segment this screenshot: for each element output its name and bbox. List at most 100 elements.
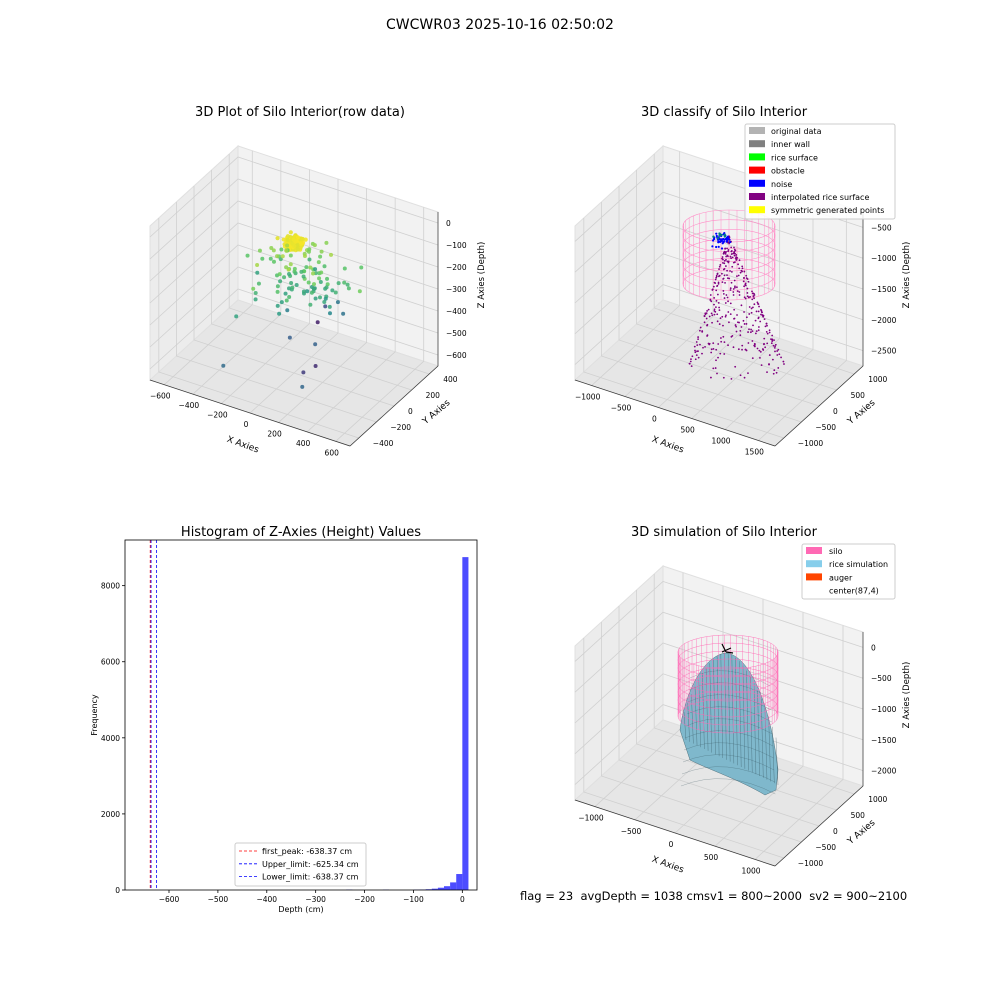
data-point bbox=[286, 267, 291, 272]
data-point bbox=[285, 237, 290, 242]
interpolated-point bbox=[747, 331, 749, 333]
interpolated-point bbox=[726, 274, 728, 277]
interpolated-point bbox=[717, 301, 720, 304]
grid-line bbox=[249, 179, 339, 414]
interpolated-point bbox=[728, 242, 731, 245]
interpolated-point bbox=[745, 316, 748, 319]
data-point bbox=[287, 243, 292, 248]
data-point bbox=[302, 276, 307, 281]
data-point bbox=[293, 233, 298, 238]
data-point bbox=[300, 240, 306, 245]
data-point bbox=[294, 242, 299, 248]
figure-title: CWCWR03 2025-10-16 02:50:02 bbox=[386, 17, 614, 33]
interpolated-point bbox=[727, 311, 730, 313]
interpolated-point bbox=[740, 304, 743, 307]
interpolated-point bbox=[736, 275, 738, 278]
legend-box bbox=[801, 543, 896, 600]
interpolated-point bbox=[763, 337, 766, 340]
interpolated-point bbox=[710, 300, 713, 303]
z-axis-label: Z Axies (Depth) bbox=[902, 662, 912, 729]
interpolated-point bbox=[718, 309, 721, 312]
interpolated-point bbox=[728, 236, 731, 238]
interpolated-point bbox=[704, 312, 707, 315]
data-point bbox=[253, 291, 258, 296]
data-point bbox=[287, 272, 292, 277]
grid-line bbox=[149, 288, 439, 370]
data-point bbox=[318, 280, 323, 285]
interpolated-point bbox=[713, 297, 716, 299]
interpolated-point bbox=[693, 345, 696, 348]
interpolated-point bbox=[708, 315, 711, 318]
data-point bbox=[359, 265, 364, 270]
data-point bbox=[295, 244, 300, 249]
interpolated-point bbox=[735, 256, 737, 259]
interpolated-point bbox=[719, 317, 722, 320]
interpolated-point bbox=[757, 302, 759, 305]
interpolated-point bbox=[735, 325, 737, 328]
data-point bbox=[294, 243, 299, 248]
interpolated-point bbox=[741, 348, 743, 351]
data-point bbox=[298, 244, 303, 249]
interpolated-point bbox=[725, 250, 728, 253]
data-point bbox=[286, 238, 292, 243]
noise-point bbox=[712, 237, 716, 241]
interpolated-point bbox=[726, 254, 729, 257]
interpolated-point bbox=[728, 277, 731, 280]
z-axis-label: Z Axies (Depth) bbox=[477, 242, 487, 309]
interpolated-point bbox=[720, 340, 723, 343]
data-point bbox=[277, 272, 282, 277]
grid-line bbox=[306, 197, 396, 433]
interpolated-point bbox=[723, 268, 726, 270]
interpolated-point bbox=[730, 240, 732, 243]
grid-line bbox=[175, 202, 377, 423]
interpolated-point bbox=[723, 250, 726, 253]
interpolated-point bbox=[723, 251, 725, 254]
y-tick-label: 500 bbox=[851, 391, 866, 400]
data-point bbox=[305, 289, 310, 294]
interpolated-point bbox=[726, 277, 729, 280]
silo-ring bbox=[677, 674, 779, 710]
interpolated-point bbox=[736, 257, 739, 259]
data-point bbox=[294, 246, 299, 251]
noise-point bbox=[720, 238, 723, 241]
data-point bbox=[302, 269, 307, 274]
data-point bbox=[268, 256, 273, 261]
interpolated-point bbox=[764, 325, 767, 328]
z-tick-label: 0 bbox=[446, 219, 451, 228]
data-point bbox=[293, 248, 298, 253]
data-point bbox=[275, 254, 280, 259]
legend-swatch bbox=[749, 166, 765, 174]
surface-mesh bbox=[684, 730, 774, 747]
interpolated-point bbox=[741, 267, 744, 270]
interpolated-point bbox=[732, 346, 735, 349]
interpolated-point bbox=[772, 372, 775, 375]
interpolated-point bbox=[711, 289, 714, 291]
data-point bbox=[310, 241, 315, 246]
data-point bbox=[285, 246, 290, 251]
y-tick-label: 400 bbox=[443, 375, 458, 384]
silo-ring bbox=[677, 642, 779, 678]
data-point bbox=[288, 238, 293, 243]
interpolated-point bbox=[733, 308, 736, 311]
interpolated-point bbox=[760, 364, 763, 366]
interpolated-point bbox=[718, 274, 721, 277]
interpolated-point bbox=[734, 257, 737, 260]
axes-3: −1000−50005001000−1000−500050010000−500−… bbox=[574, 564, 912, 876]
interpolated-point bbox=[710, 351, 713, 354]
interpolated-point bbox=[724, 265, 727, 267]
interpolated-point bbox=[688, 362, 691, 365]
data-point bbox=[293, 242, 299, 247]
surface-mesh bbox=[709, 663, 712, 753]
interpolated-point bbox=[760, 313, 762, 316]
interpolated-point bbox=[761, 311, 763, 314]
interpolated-point bbox=[733, 279, 736, 282]
interpolated-point bbox=[743, 285, 745, 288]
interpolated-point bbox=[724, 247, 727, 250]
noise-point bbox=[717, 240, 720, 243]
data-point bbox=[283, 291, 288, 296]
silo-ring bbox=[682, 238, 776, 272]
data-point bbox=[341, 311, 346, 316]
z-tick-label: −500 bbox=[871, 223, 892, 232]
interpolated-point bbox=[726, 260, 729, 263]
data-point bbox=[295, 240, 301, 246]
